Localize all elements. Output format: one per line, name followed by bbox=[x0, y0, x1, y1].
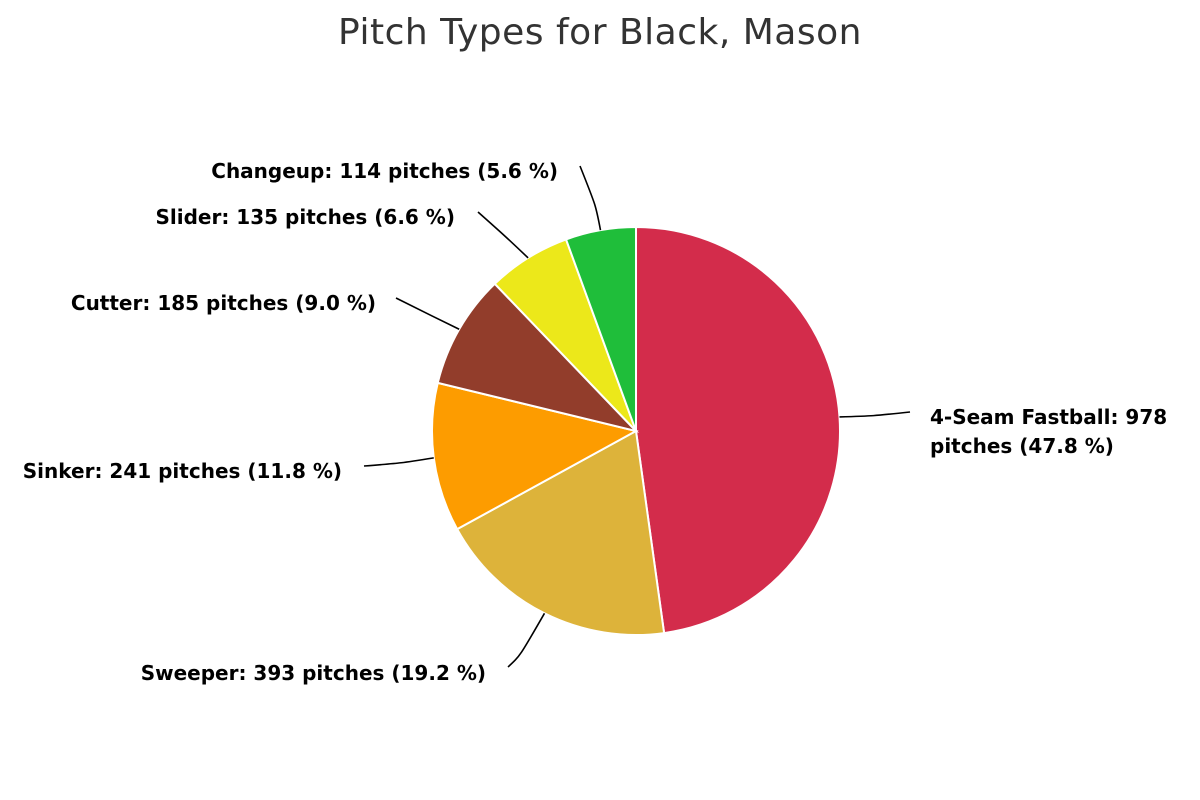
slice-label-line: Sweeper: 393 pitches (19.2 %) bbox=[141, 661, 486, 685]
slice-label-sinker: Sinker: 241 pitches (11.8 %) bbox=[23, 459, 342, 483]
slice-label-line: Slider: 135 pitches (6.6 %) bbox=[155, 205, 455, 229]
pie-slice-changeup bbox=[564, 225, 637, 432]
connector-line bbox=[363, 457, 434, 467]
slice-label-4-seam-fastball: 4-Seam Fastball: 978 pitches (47.8 %) bbox=[930, 405, 1167, 458]
connector-line bbox=[477, 211, 529, 259]
slice-label-line: Cutter: 185 pitches (9.0 %) bbox=[71, 291, 376, 315]
connector-line bbox=[395, 297, 460, 330]
slice-label-line: 4-Seam Fastball: 978 bbox=[930, 405, 1167, 429]
slice-label-cutter: Cutter: 185 pitches (9.0 %) bbox=[71, 291, 376, 315]
slice-label-line: Changeup: 114 pitches (5.6 %) bbox=[211, 159, 558, 183]
slice-label-line: Sinker: 241 pitches (11.8 %) bbox=[23, 459, 342, 483]
slices-layer bbox=[431, 225, 841, 636]
pie-slice-4-seam-fastball bbox=[635, 225, 841, 635]
slice-label-slider: Slider: 135 pitches (6.6 %) bbox=[155, 205, 455, 229]
connector-line bbox=[507, 612, 546, 668]
slice-label-changeup: Changeup: 114 pitches (5.6 %) bbox=[211, 159, 558, 183]
connector-line bbox=[839, 411, 911, 418]
connectors-layer bbox=[363, 165, 911, 668]
slice-label-line: pitches (47.8 %) bbox=[930, 434, 1114, 458]
pie-slice-sweeper bbox=[455, 429, 666, 636]
chart-title: Pitch Types for Black, Mason bbox=[338, 12, 862, 53]
slice-label-sweeper: Sweeper: 393 pitches (19.2 %) bbox=[141, 661, 486, 685]
connector-line bbox=[579, 165, 602, 231]
labels-layer: 4-Seam Fastball: 978 pitches (47.8 %) Swee… bbox=[23, 159, 1167, 685]
